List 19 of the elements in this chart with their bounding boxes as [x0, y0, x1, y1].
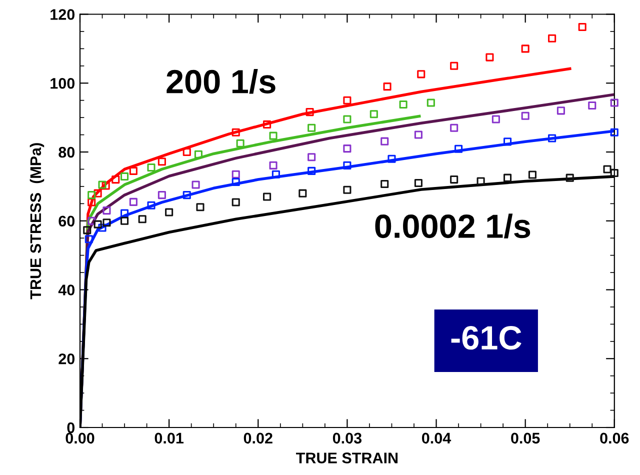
y-tick-label: 0 [67, 422, 75, 434]
x-tick-label: 0.02 [244, 432, 272, 444]
annotation: -61C [451, 326, 522, 350]
x-tick-label: 0.05 [511, 432, 540, 444]
x-tick-label: 0.00 [66, 432, 94, 444]
y-tick-label: 80 [58, 146, 75, 158]
y-tick-label: 20 [58, 353, 75, 364]
x-tick-label: 0.04 [422, 432, 452, 444]
y-axis-title: TRUE STRESS (MPa) [30, 143, 44, 300]
annotation: 200 1/s [166, 68, 276, 94]
annotation: 0.0002 1/s [375, 214, 530, 238]
x-tick-label: 0.03 [332, 432, 362, 444]
y-tick-label: 40 [58, 284, 75, 296]
y-tick-label: 100 [50, 78, 75, 89]
x-axis-title: TRUE STRAIN [296, 452, 398, 464]
x-tick-label: 0.06 [600, 432, 629, 444]
y-tick-label: 120 [50, 9, 75, 20]
y-tick-label: 60 [58, 216, 75, 227]
x-tick-label: 0.01 [154, 432, 184, 444]
